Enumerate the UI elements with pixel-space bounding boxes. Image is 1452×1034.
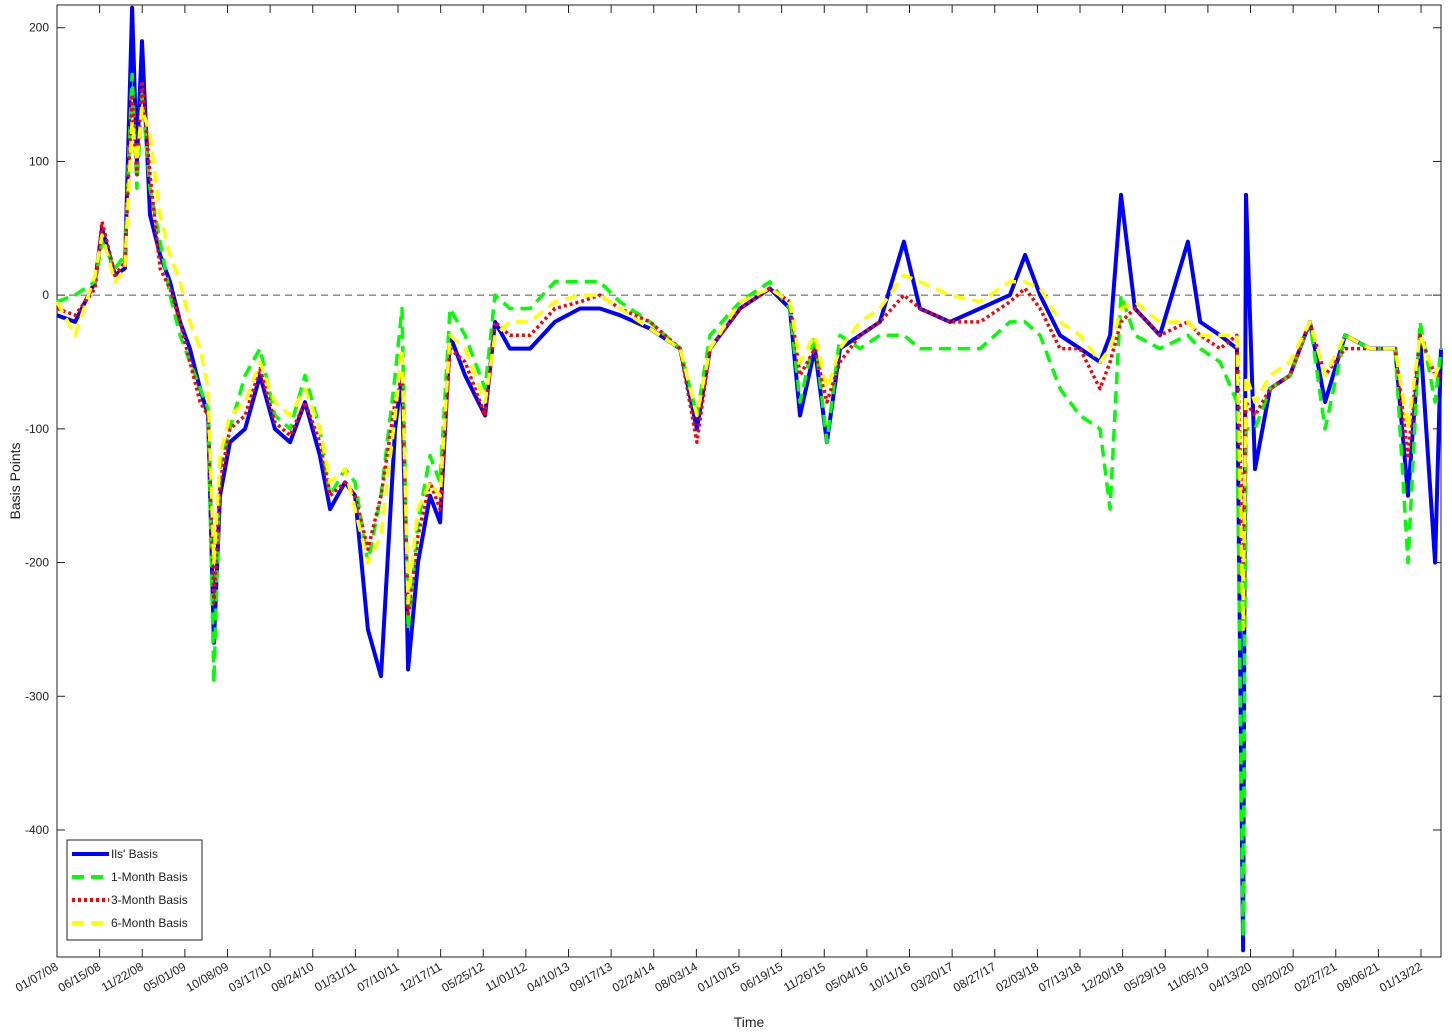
x-tick-label: 05/25/12 xyxy=(439,959,487,995)
x-tick-label: 02/27/21 xyxy=(1292,959,1340,995)
x-tick-label: 11/01/12 xyxy=(483,959,530,994)
y-tick-label: 200 xyxy=(29,21,49,35)
x-tick-label: 01/31/11 xyxy=(312,959,359,994)
x-tick-label: 07/10/11 xyxy=(355,959,402,994)
x-tick-label: 03/20/17 xyxy=(908,959,956,995)
series-line xyxy=(56,79,1441,618)
y-axis-label: Basis Points xyxy=(7,442,23,519)
x-tick-label: 08/06/21 xyxy=(1334,959,1382,995)
x-tick-label: 05/01/09 xyxy=(141,959,189,995)
y-tick-label: 0 xyxy=(42,288,49,302)
x-tick-label: 08/27/17 xyxy=(951,959,999,995)
series-line xyxy=(56,72,1443,939)
x-tick-label: 01/07/08 xyxy=(13,959,61,995)
x-tick-label: 04/10/13 xyxy=(525,959,573,995)
x-tick-label: 05/29/19 xyxy=(1121,959,1169,995)
y-tick-label: -100 xyxy=(25,422,49,436)
x-tick-label: 09/17/13 xyxy=(567,959,615,995)
y-tick-label: -400 xyxy=(25,823,49,837)
x-tick-label: 02/24/14 xyxy=(610,959,658,995)
y-tick-label: 100 xyxy=(29,154,49,168)
x-tick-label: 08/03/14 xyxy=(652,959,700,995)
legend-label: 1-Month Basis xyxy=(111,870,188,884)
x-tick-label: 02/03/18 xyxy=(993,959,1041,995)
x-tick-label: 10/11/16 xyxy=(866,959,913,994)
x-tick-label: 11/22/08 xyxy=(99,959,146,994)
x-tick-label: 09/20/20 xyxy=(1249,959,1297,995)
x-tick-label: 12/17/11 xyxy=(397,959,444,994)
x-tick-label: 06/15/08 xyxy=(56,959,104,995)
x-tick-label: 03/17/10 xyxy=(226,959,274,995)
x-tick-label: 01/10/15 xyxy=(695,959,743,995)
y-tick-label: -200 xyxy=(25,556,49,570)
legend-label: 3-Month Basis xyxy=(111,893,188,907)
x-tick-label: 05/04/16 xyxy=(823,959,871,995)
x-axis-label: Time xyxy=(734,1014,765,1030)
x-tick-label: 06/19/15 xyxy=(738,959,786,995)
x-tick-label: 08/24/10 xyxy=(269,959,317,995)
legend-label: Ils' Basis xyxy=(111,847,158,861)
legend-box xyxy=(66,839,203,941)
legend-label: 6-Month Basis xyxy=(111,916,188,930)
x-tick-label: 12/20/18 xyxy=(1079,959,1127,995)
x-tick-label: 01/13/22 xyxy=(1377,959,1425,995)
x-tick-label: 07/13/18 xyxy=(1036,959,1084,995)
x-tick-label: 11/26/15 xyxy=(781,959,828,994)
series-line xyxy=(55,106,1443,632)
plot-frame xyxy=(56,4,1442,958)
x-tick-label: 11/05/19 xyxy=(1165,959,1212,994)
series-line xyxy=(56,5,1443,953)
y-tick-label: -300 xyxy=(25,689,49,703)
x-tick-label: 04/13/20 xyxy=(1207,959,1255,995)
x-tick-label: 10/08/09 xyxy=(184,959,232,995)
